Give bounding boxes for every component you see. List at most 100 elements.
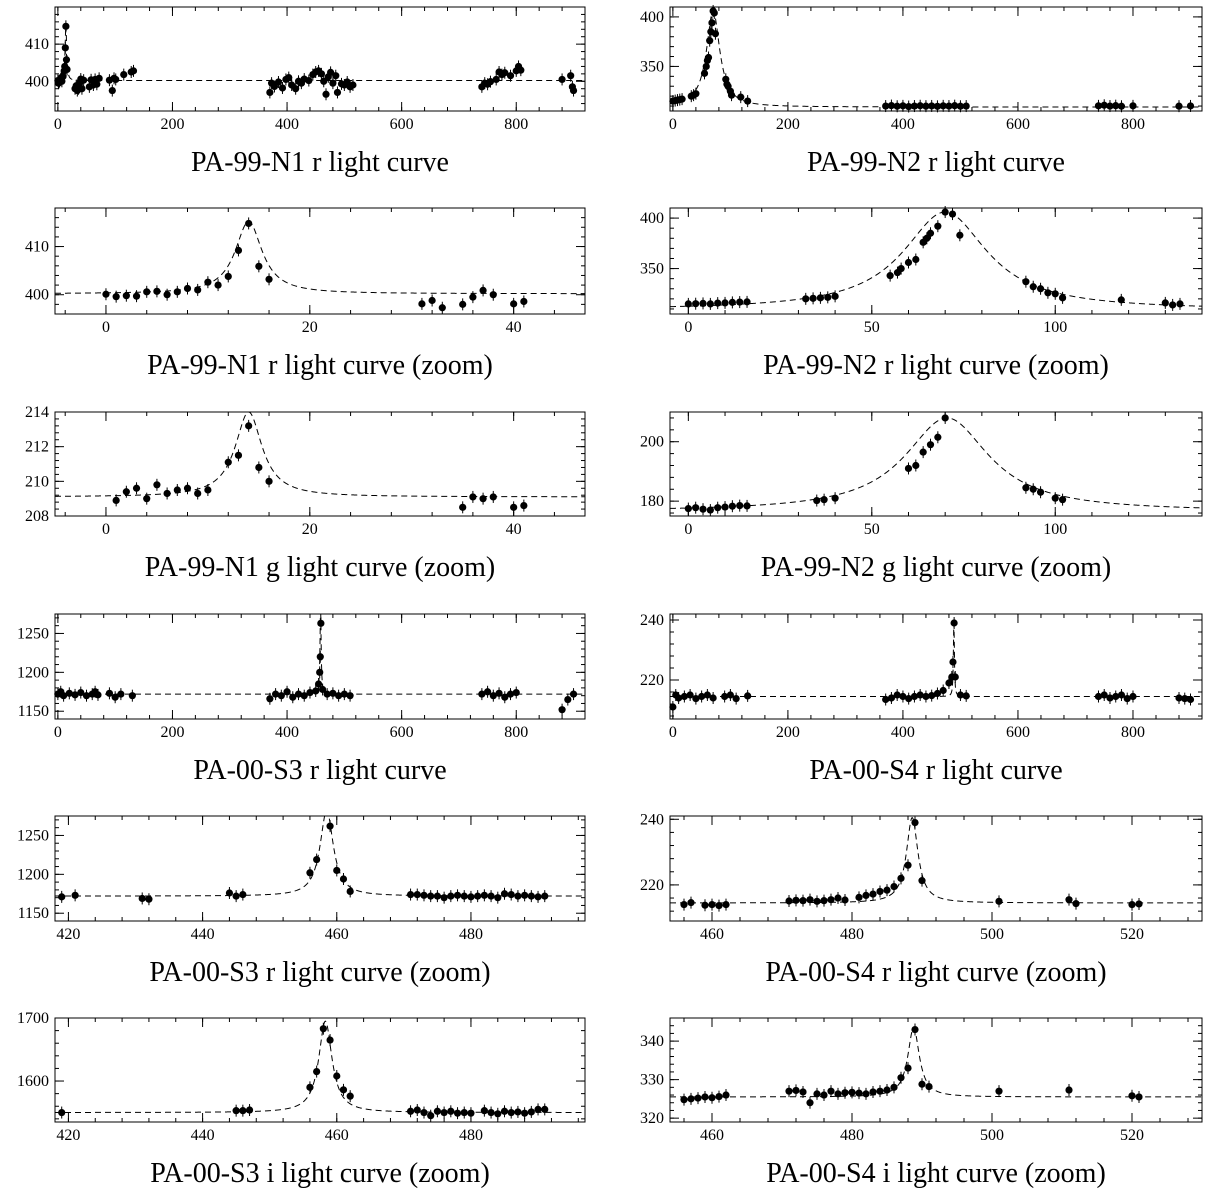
data-point bbox=[62, 56, 71, 64]
data-point bbox=[939, 686, 947, 695]
data-point bbox=[1051, 290, 1059, 298]
x-tick-label: 600 bbox=[1006, 724, 1030, 741]
data-point bbox=[684, 504, 692, 513]
y-tick-label: 1600 bbox=[17, 1073, 49, 1090]
data-point bbox=[204, 278, 212, 286]
data-point bbox=[105, 689, 114, 697]
data-point bbox=[71, 691, 79, 699]
data-point bbox=[701, 1093, 709, 1101]
x-tick-label: 480 bbox=[459, 926, 483, 943]
data-point bbox=[827, 1087, 835, 1095]
data-point bbox=[669, 703, 677, 711]
data-point bbox=[278, 84, 287, 92]
data-point bbox=[702, 62, 710, 71]
data-point bbox=[480, 891, 488, 899]
data-point bbox=[534, 893, 542, 901]
data-point bbox=[346, 692, 354, 700]
data-point bbox=[59, 72, 67, 81]
plot-frame bbox=[54, 1017, 586, 1123]
data-point bbox=[687, 1095, 695, 1103]
data-point bbox=[911, 818, 919, 827]
chart-panel-s3-r: 0 200 400 600 800 1150 1200 1250 PA-00-S3 r ligh… bbox=[17, 613, 586, 786]
chart-panel-n1-r: 0 200 400 600 800 400 410 PA-99-N1 r light curv… bbox=[25, 6, 586, 178]
data-point bbox=[255, 262, 263, 270]
data-point bbox=[59, 692, 68, 700]
data-point bbox=[1112, 102, 1120, 110]
data-point bbox=[792, 896, 800, 904]
data-point bbox=[277, 692, 285, 700]
data-point bbox=[728, 502, 736, 510]
data-point bbox=[956, 102, 965, 110]
x-tick-label: 800 bbox=[1121, 116, 1145, 133]
data-point bbox=[120, 71, 128, 79]
data-point bbox=[319, 1025, 327, 1033]
data-point bbox=[1186, 102, 1195, 110]
data-point bbox=[698, 692, 706, 701]
fit-curve bbox=[670, 10, 1202, 108]
plot-frame bbox=[669, 1017, 1203, 1123]
data-point bbox=[78, 85, 86, 93]
data-point bbox=[876, 1087, 884, 1095]
data-point bbox=[939, 102, 947, 110]
data-point bbox=[558, 75, 566, 84]
data-point bbox=[335, 692, 343, 700]
y-tick-label: 200 bbox=[640, 434, 664, 451]
y-tick-label: 340 bbox=[640, 1033, 664, 1050]
data-point bbox=[447, 892, 455, 900]
data-point bbox=[500, 890, 509, 898]
data-point bbox=[112, 293, 120, 301]
data-point bbox=[194, 489, 202, 498]
data-point bbox=[108, 86, 116, 95]
data-point bbox=[234, 246, 243, 254]
data-point bbox=[831, 292, 839, 300]
y-tick-label: 410 bbox=[25, 239, 49, 256]
data-point bbox=[514, 1108, 522, 1116]
data-point bbox=[271, 690, 280, 698]
data-point bbox=[1117, 691, 1126, 699]
data-point bbox=[520, 297, 528, 306]
data-point bbox=[820, 1091, 828, 1099]
data-point bbox=[406, 1107, 415, 1115]
data-point bbox=[453, 1109, 462, 1117]
data-point bbox=[510, 300, 518, 308]
data-point bbox=[453, 891, 462, 899]
data-point bbox=[809, 294, 817, 302]
data-point bbox=[460, 892, 468, 900]
x-tick-label: 400 bbox=[891, 116, 915, 133]
data-point bbox=[467, 1109, 475, 1117]
chart-panel-s4-r-zoom: 460 480 500 520 220 240 PA-00-S4 r light curve… bbox=[640, 811, 1203, 988]
x-tick-label: 0 bbox=[684, 521, 692, 538]
data-point bbox=[732, 695, 740, 703]
data-point bbox=[289, 693, 297, 701]
data-point bbox=[102, 290, 110, 298]
x-tick-label: 100 bbox=[1043, 521, 1067, 538]
x-tick-label: 460 bbox=[325, 926, 349, 943]
data-point bbox=[841, 1089, 849, 1097]
data-point bbox=[956, 231, 964, 239]
data-point bbox=[692, 504, 700, 512]
data-point bbox=[447, 1107, 455, 1115]
data-point bbox=[680, 1096, 688, 1104]
data-point bbox=[904, 861, 912, 869]
y-tick-label: 180 bbox=[640, 493, 664, 510]
data-point bbox=[692, 695, 700, 703]
data-point bbox=[715, 1092, 723, 1101]
data-point bbox=[316, 668, 324, 676]
data-point bbox=[744, 692, 752, 700]
x-tick-label: 20 bbox=[302, 319, 318, 336]
x-tick-label: 200 bbox=[776, 724, 800, 741]
data-point bbox=[483, 688, 492, 696]
data-point bbox=[899, 692, 907, 701]
data-point bbox=[418, 300, 426, 308]
data-point bbox=[327, 68, 335, 76]
data-point bbox=[918, 877, 926, 885]
data-point bbox=[897, 1074, 905, 1082]
y-tick-label: 212 bbox=[25, 439, 49, 456]
y-tick-label: 1700 bbox=[17, 1010, 49, 1027]
data-point bbox=[467, 893, 475, 901]
panel-title: PA-00-S3 i light curve (zoom) bbox=[150, 1158, 490, 1189]
data-point bbox=[316, 653, 324, 661]
data-point bbox=[736, 298, 744, 306]
data-point bbox=[813, 496, 821, 505]
data-point bbox=[1129, 102, 1137, 110]
